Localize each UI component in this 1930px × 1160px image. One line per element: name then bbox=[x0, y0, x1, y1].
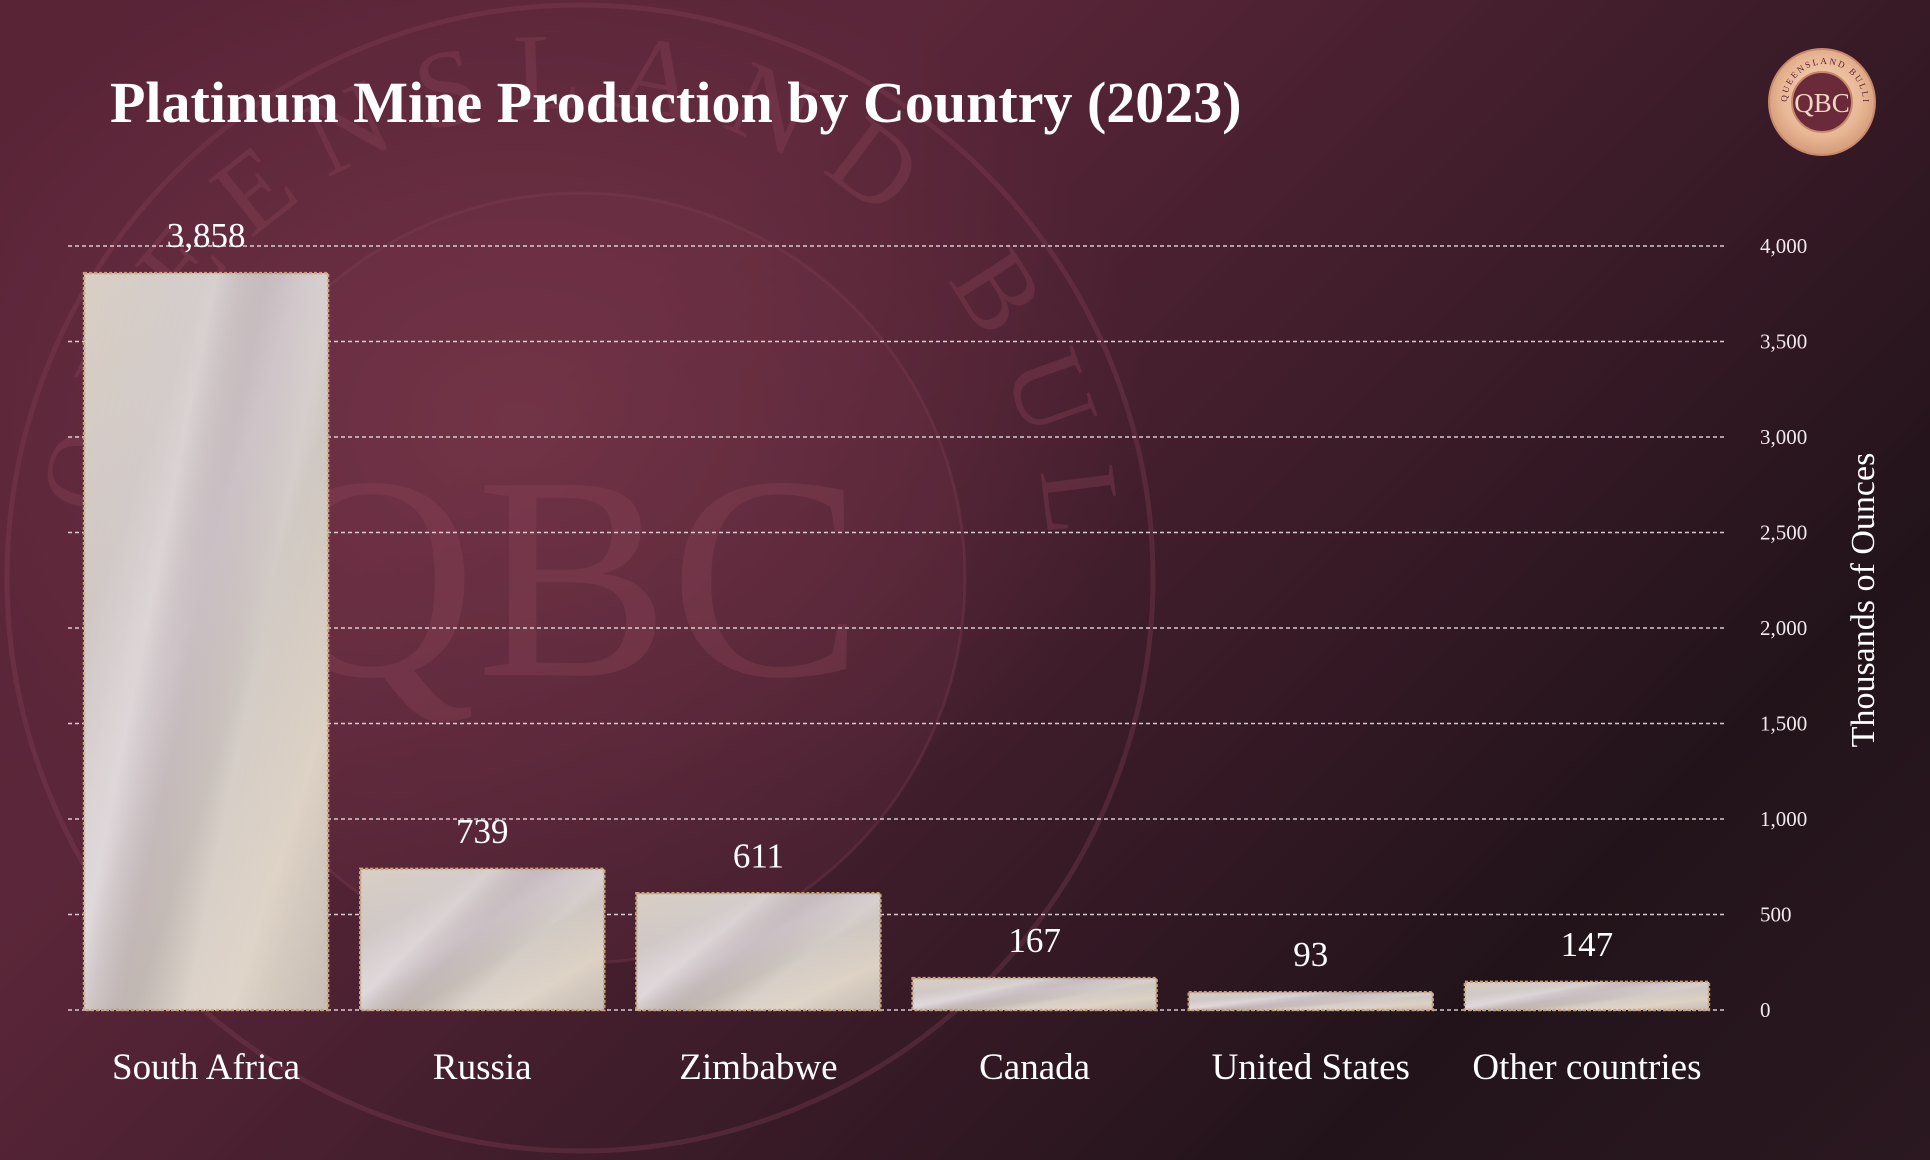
y-tick-label: 3,000 bbox=[1760, 425, 1807, 449]
x-category-label: Russia bbox=[433, 1047, 532, 1088]
bar-value-label: 93 bbox=[1293, 935, 1328, 974]
bar bbox=[1187, 990, 1434, 1012]
y-tick-label: 500 bbox=[1760, 903, 1792, 927]
watermark-main-text: QBC bbox=[267, 417, 863, 738]
y-tick-label: 3,500 bbox=[1760, 330, 1807, 354]
bar bbox=[1463, 980, 1711, 1012]
y-tick-label: 1,500 bbox=[1760, 712, 1807, 736]
bar bbox=[635, 892, 882, 1012]
y-axis-ticks: 0 500 1,000 1,500 2,000 2,500 3,000 3,500 4,000 bbox=[1760, 234, 1807, 1022]
bar bbox=[82, 271, 330, 1012]
y-tick-label: 0 bbox=[1760, 998, 1771, 1022]
y-axis-label: Thousands of Ounces bbox=[1845, 453, 1882, 748]
logo-main-text: QBC bbox=[1794, 88, 1850, 118]
x-category-label: South Africa bbox=[112, 1047, 300, 1088]
y-tick-label: 4,000 bbox=[1760, 234, 1807, 258]
x-category-label: Canada bbox=[979, 1047, 1090, 1088]
bar-value-label: 611 bbox=[733, 836, 784, 875]
bar-value-label: 3,858 bbox=[167, 216, 246, 255]
y-tick-label: 2,000 bbox=[1760, 616, 1807, 640]
x-category-label: Other countries bbox=[1472, 1047, 1701, 1088]
bar bbox=[911, 976, 1158, 1012]
bar-labels: 3,858 South Africa 739 Russia 611 Zimbabwe 167… bbox=[112, 216, 1701, 1088]
bar bbox=[359, 867, 606, 1012]
bar-value-label: 147 bbox=[1561, 925, 1614, 964]
grid-lines bbox=[68, 245, 1725, 1011]
x-category-label: United States bbox=[1212, 1047, 1410, 1088]
chart-title: Platinum Mine Production by Country (202… bbox=[110, 70, 1242, 135]
bar-value-label: 167 bbox=[1008, 921, 1061, 960]
y-tick-label: 2,500 bbox=[1760, 521, 1807, 545]
x-category-label: Zimbabwe bbox=[679, 1047, 837, 1088]
y-tick-label: 1,000 bbox=[1760, 807, 1807, 831]
bar-value-label: 739 bbox=[456, 812, 509, 851]
